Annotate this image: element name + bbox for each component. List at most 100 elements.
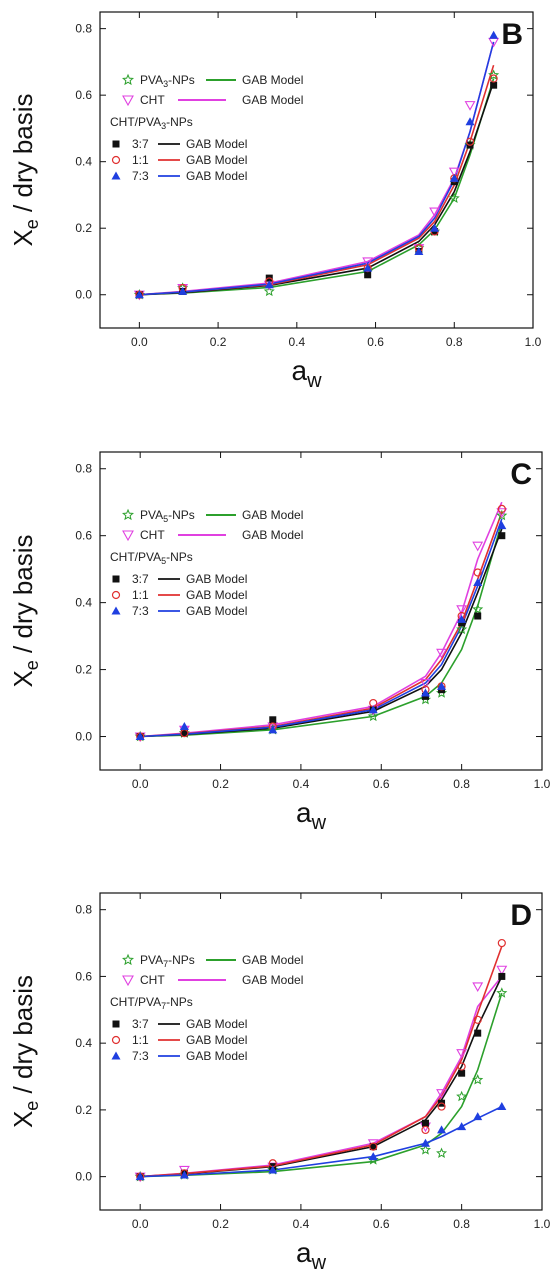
x-tick-label: 0.6	[373, 1217, 390, 1231]
x-tick-label: 0.6	[373, 777, 390, 791]
marker-triangle-up	[111, 171, 121, 180]
legend-ratio-label: 1:1	[132, 153, 149, 167]
marker-triangle-up	[465, 117, 475, 126]
legend-cht-label: CHT	[140, 93, 165, 107]
y-tick-label: 0.4	[75, 155, 92, 169]
gab-model-line	[140, 528, 503, 738]
y-tick-label: 0.4	[75, 596, 92, 610]
marker-square	[498, 972, 506, 980]
marker-star	[456, 1090, 468, 1102]
marker-circle	[369, 1142, 378, 1151]
x-tick-label: 0.6	[367, 335, 384, 349]
marker-circle	[111, 155, 121, 165]
marker-square	[458, 1069, 466, 1077]
marker-star	[122, 953, 134, 966]
plot-frame	[99, 451, 543, 771]
series-7:3	[135, 521, 507, 741]
marker-star	[122, 508, 134, 521]
marker-triangle-down	[362, 257, 374, 268]
legend: PVA5-NPs GAB Model CHT GAB Model CHT/PVA5-NP…	[110, 508, 303, 618]
x-axis-label-main: a	[291, 355, 307, 386]
x-tick-label: 0.0	[132, 777, 149, 791]
gab-model-line	[139, 41, 495, 296]
marker-triangle-up	[489, 30, 499, 39]
legend-model-label: GAB Model	[242, 973, 303, 987]
x-tick-label: 1.0	[525, 335, 542, 349]
marker-star	[367, 710, 379, 722]
y-axis-label-rest: / dry basis	[8, 534, 38, 660]
marker-star	[496, 987, 508, 998]
marker-square	[180, 729, 188, 737]
marker-triangle-down	[496, 508, 508, 518]
legend-model-label: GAB Model	[186, 1049, 247, 1063]
marker-circle	[437, 1102, 446, 1111]
marker-triangle-down	[496, 965, 508, 976]
panel-label: D	[510, 899, 532, 932]
y-axis-label-main: X	[8, 670, 38, 687]
y-axis-label-sub: e	[22, 660, 42, 670]
gab-model-line	[139, 78, 495, 296]
legend-pva-label: PVA3-NPs	[140, 73, 195, 89]
x-tick-label: 0.2	[210, 335, 227, 349]
y-axis-label-rest: / dry basis	[8, 93, 38, 219]
marker-circle	[111, 590, 121, 600]
marker-triangle-down	[456, 1049, 468, 1059]
x-axis-label-sub: w	[311, 1252, 327, 1269]
marker-square	[369, 1143, 377, 1151]
x-tick-label: 0.0	[131, 335, 148, 349]
marker-star	[263, 285, 275, 297]
legend-model-label: GAB Model	[186, 137, 247, 151]
marker-star	[472, 603, 484, 615]
marker-triangle-up	[268, 725, 278, 734]
legend-model-label: GAB Model	[186, 1033, 247, 1047]
y-axis-label: Xe / dry basis	[8, 93, 42, 246]
marker-circle	[497, 504, 506, 514]
legend-model-label: GAB Model	[186, 604, 247, 618]
series-7:3	[134, 30, 499, 299]
marker-triangle-up	[368, 1152, 378, 1161]
y-tick-label: 0.6	[75, 88, 92, 102]
marker-triangle-down	[448, 167, 460, 178]
legend-group-title: CHT/PVA5-NPs	[110, 550, 193, 566]
x-axis-label-main: a	[296, 797, 312, 828]
legend-ratio-label: 3:7	[132, 137, 149, 151]
marker-triangle-up	[135, 1172, 145, 1181]
y-axis-label-sub: e	[22, 1101, 42, 1111]
y-tick-label: 0.6	[75, 529, 92, 543]
y-tick-label: 0.6	[75, 969, 92, 983]
legend-model-label: GAB Model	[186, 153, 247, 167]
x-tick-label: 0.8	[453, 777, 470, 791]
x-tick-label: 0.8	[453, 1217, 470, 1231]
legend-model-label: GAB Model	[242, 93, 303, 107]
marker-circle	[473, 568, 482, 577]
marker-triangle-up	[497, 521, 507, 530]
y-axis-label-sub: e	[22, 219, 42, 229]
series-PVA5-NPs	[134, 509, 508, 742]
gab-model-line	[140, 512, 503, 738]
y-tick-label: 0.4	[75, 1036, 92, 1050]
marker-triangle-up	[179, 721, 189, 730]
x-axis-label-sub: w	[311, 812, 327, 834]
x-tick-label: 0.2	[212, 1217, 229, 1231]
plot-frame	[99, 892, 543, 1211]
marker-triangle-down	[122, 975, 134, 987]
marker-circle	[457, 1062, 466, 1071]
legend-cht-label: CHT	[140, 528, 165, 542]
marker-triangle-down	[472, 541, 484, 552]
x-axis-label-sub: w	[306, 370, 322, 392]
marker-triangle-down	[464, 101, 476, 111]
marker-square	[364, 271, 372, 279]
legend-group-title: CHT/PVA7-NPs	[110, 995, 193, 1011]
marker-circle	[465, 137, 475, 146]
marker-triangle-down	[436, 1089, 447, 1099]
marker-triangle-up	[497, 1102, 507, 1111]
legend-model-label: GAB Model	[242, 73, 303, 87]
marker-square	[421, 1119, 429, 1127]
y-axis-label-main: X	[8, 1111, 38, 1128]
panel-label: C	[510, 458, 532, 491]
marker-triangle-up	[414, 246, 424, 255]
marker-square	[474, 1029, 482, 1037]
marker-square	[112, 140, 120, 148]
legend-model-label: GAB Model	[186, 588, 247, 602]
